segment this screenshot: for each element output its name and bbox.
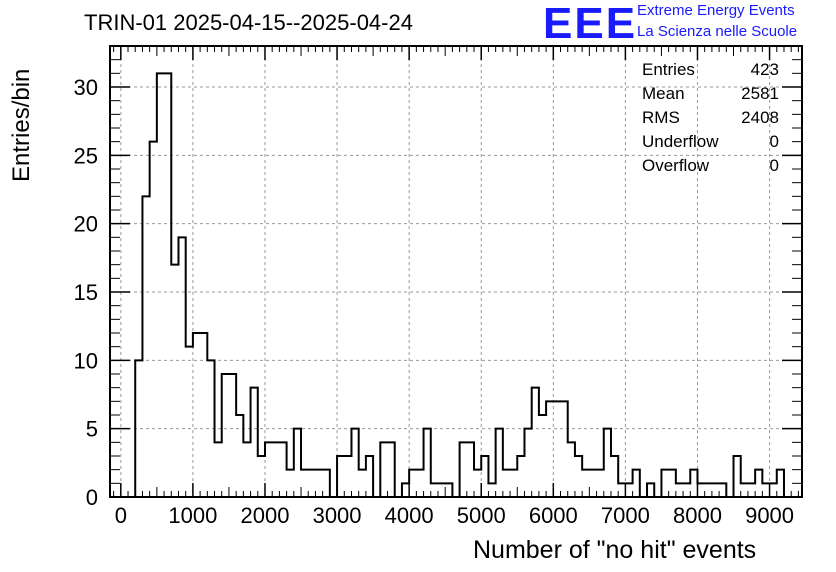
stat-value: 2408	[741, 108, 779, 127]
stat-label: Underflow	[642, 132, 719, 151]
stat-overflow: Overflow 0	[642, 154, 779, 178]
stat-label: Entries	[642, 60, 695, 79]
stat-value: 2581	[741, 84, 779, 103]
x-tick-label: 4000	[385, 503, 434, 528]
stat-value: 423	[750, 60, 779, 79]
y-tick-label: 25	[74, 143, 98, 168]
stats-box: Entries 423 Mean 2581 RMS 2408 Underflow…	[642, 58, 779, 178]
x-tick-label: 1000	[168, 503, 217, 528]
x-tick-label: 5000	[457, 503, 506, 528]
stat-underflow: Underflow 0	[642, 130, 779, 154]
stat-value: 0	[769, 132, 779, 151]
x-tick-label: 6000	[529, 503, 578, 528]
stat-label: Mean	[642, 84, 685, 103]
stat-label: Overflow	[642, 156, 710, 175]
y-tick-label: 5	[86, 417, 98, 442]
y-tick-label: 10	[74, 348, 98, 373]
y-tick-label: 30	[74, 75, 98, 100]
y-tick-label: 15	[74, 280, 98, 305]
x-axis-label: Number of "no hit" events	[473, 536, 757, 564]
y-axis-label: Entries/bin	[8, 68, 35, 182]
stat-entries: Entries 423	[642, 58, 779, 82]
plot-frame	[109, 45, 803, 498]
stat-value: 0	[769, 156, 779, 175]
stat-rms: RMS 2408	[642, 106, 779, 130]
grid-lines	[110, 46, 802, 498]
x-tick-label: 2000	[241, 503, 290, 528]
x-tick-label: 3000	[313, 503, 362, 528]
logo-line-1: Extreme Energy Events	[637, 2, 795, 19]
chart-title: TRIN-01 2025-04-15--2025-04-24	[84, 10, 413, 35]
logo-line-2: La Scienza nelle Scuole	[637, 23, 798, 40]
axis-ticks	[110, 45, 802, 498]
tick-labels: 0 1000 2000 3000 4000 5000 6000 7000 8000 9000051…	[74, 75, 795, 528]
x-tick-label: 9000	[745, 503, 794, 528]
eee-logo: EEE	[543, 0, 638, 48]
stat-mean: Mean 2581	[642, 82, 779, 106]
x-tick-label: 7000	[601, 503, 650, 528]
x-tick-label: 0	[115, 503, 127, 528]
y-tick-label: 20	[74, 212, 98, 237]
x-tick-label: 8000	[673, 503, 722, 528]
y-tick-label: 0	[86, 485, 98, 510]
stat-label: RMS	[642, 108, 680, 127]
